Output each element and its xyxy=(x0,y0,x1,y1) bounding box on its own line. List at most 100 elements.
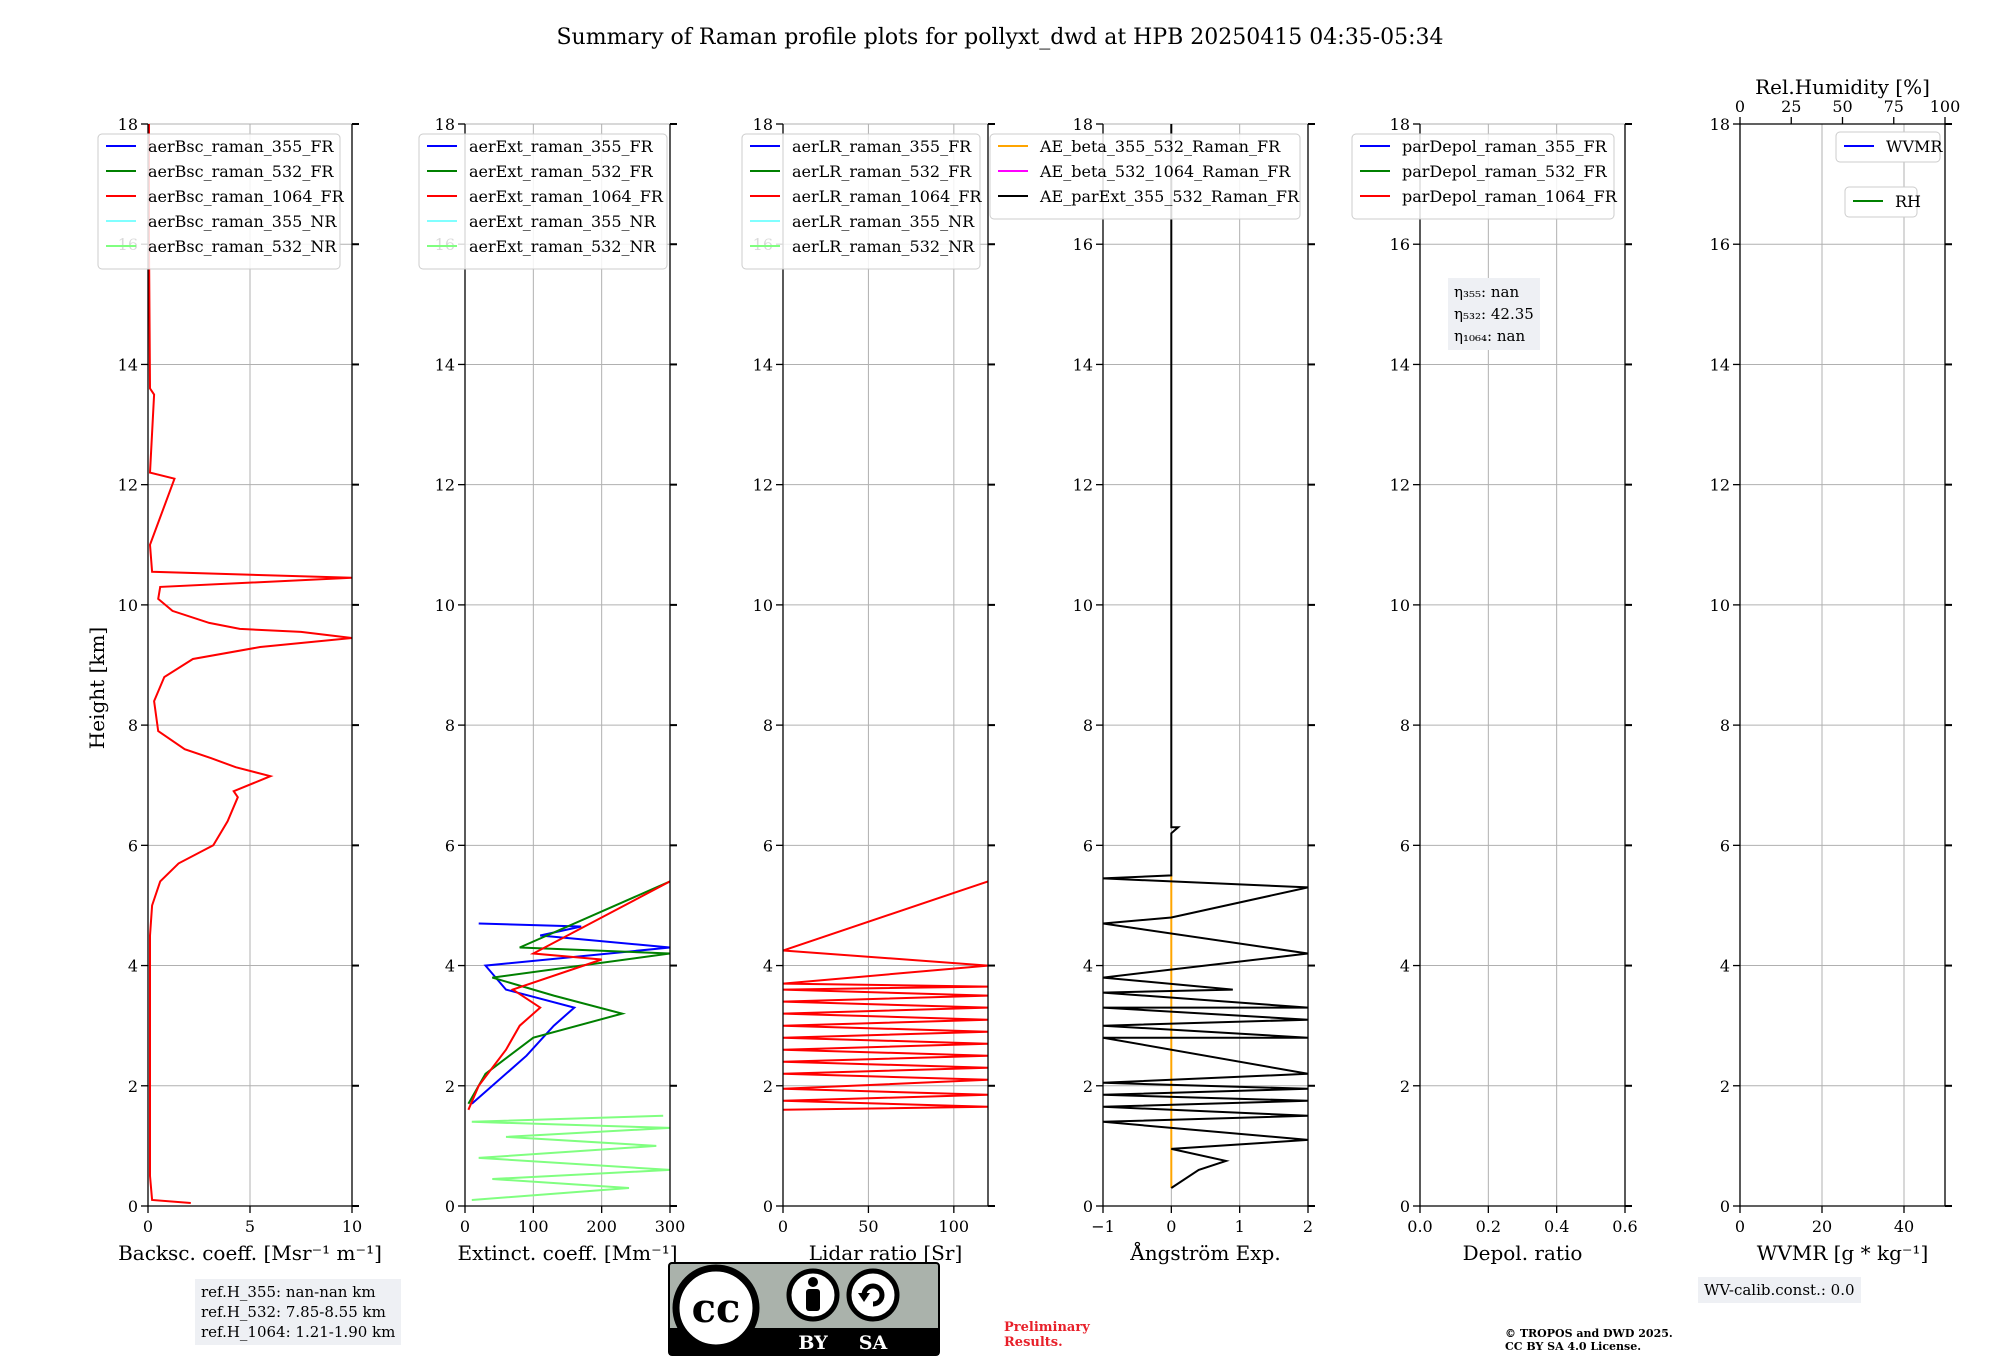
chart-panel-3: 024681012141618050100Lidar ratio [Sr]aer… xyxy=(741,115,995,1265)
copyright-note: © TROPOS and DWD 2025. CC BY SA 4.0 Lice… xyxy=(1505,1327,1673,1353)
y-tick-label: 8 xyxy=(1400,716,1410,735)
x-axis-title: Depol. ratio xyxy=(1463,1241,1583,1265)
top-x-axis-title: Rel.Humidity [%] xyxy=(1755,75,1930,99)
legend: parDepol_raman_355_FR parDepol_raman_532_… xyxy=(1351,133,1618,220)
x-tick-label: 0 xyxy=(143,1217,153,1236)
preliminary-line1: Preliminary xyxy=(1004,1320,1090,1335)
legend-entry: parDepol_raman_1064_FR xyxy=(1402,187,1618,206)
cc-icon-text: cc xyxy=(692,1285,741,1332)
sa-icon xyxy=(846,1268,900,1322)
y-tick-label: 14 xyxy=(1390,355,1410,374)
top-x-tick-label: 75 xyxy=(1884,97,1904,116)
legend-frame-wvmr xyxy=(1835,131,1941,163)
y-tick-label: 14 xyxy=(1073,355,1093,374)
x-axis-title: Extinct. coeff. [Mm⁻¹] xyxy=(457,1241,677,1265)
y-tick-label: 0 xyxy=(1720,1197,1730,1216)
chart-panel-2: 0246810121416180100200300Extinct. coeff.… xyxy=(418,115,686,1265)
top-x-tick-label: 0 xyxy=(1735,97,1745,116)
ref-height-1064: ref.H_1064: 1.21-1.90 km xyxy=(201,1323,396,1341)
x-tick-label: 1 xyxy=(1235,1217,1245,1236)
x-tick-label: 40 xyxy=(1894,1217,1914,1236)
x-tick-label: 0.6 xyxy=(1612,1217,1637,1236)
legend-frame xyxy=(97,133,341,270)
eta-532-label: η₅₃₂: xyxy=(1454,305,1491,323)
wv-calibration-box: WV-calib.const.: 0.0 xyxy=(1698,1277,1861,1303)
y-tick-label: 6 xyxy=(1400,836,1410,855)
y-tick-label: 16 xyxy=(1390,235,1410,254)
series-line-aerLR_raman_1064_FR xyxy=(783,880,988,1111)
y-tick-label: 2 xyxy=(1720,1077,1730,1096)
y-tick-label: 8 xyxy=(128,716,138,735)
legend-entry: aerExt_raman_355_FR xyxy=(469,137,654,156)
legend: AE_beta_355_532_Raman_FR AE_beta_532_1064… xyxy=(989,133,1301,220)
y-tick-label: 14 xyxy=(118,355,138,374)
x-tick-label: 0.0 xyxy=(1407,1217,1432,1236)
preliminary-results-note: Preliminary Results. xyxy=(1004,1320,1090,1350)
x-tick-label: 50 xyxy=(858,1217,878,1236)
eta-532-value: 42.35 xyxy=(1490,305,1534,323)
x-tick-label: 0 xyxy=(778,1217,788,1236)
x-tick-label: 20 xyxy=(1812,1217,1832,1236)
eta-annotation-box: η₃₅₅: nan η₅₃₂: 42.35 η₁₀₆₄: nan xyxy=(1448,278,1540,350)
copyright-line2: CC BY SA 4.0 License. xyxy=(1505,1340,1642,1353)
y-tick-label: 14 xyxy=(1710,355,1730,374)
eta-1064-value: nan xyxy=(1496,327,1526,345)
chart-panel-5: 0 2 4 6 8 10 12 14 16 18 0.0 0.2 0.4 0.6 Depol. ratio p… xyxy=(1351,115,1638,1265)
legend-entry: aerExt_raman_1064_FR xyxy=(469,187,664,206)
preliminary-line2: Results. xyxy=(1004,1335,1063,1350)
ref-height-532: ref.H_532: 7.85-8.55 km xyxy=(201,1303,386,1321)
y-tick-label: 2 xyxy=(128,1077,138,1096)
y-tick-label: 12 xyxy=(753,476,773,495)
y-tick-label: 8 xyxy=(445,716,455,735)
x-axis-title: Lidar ratio [Sr] xyxy=(809,1241,963,1265)
legend: aerExt_raman_355_FR aerExt_raman_532_FRae… xyxy=(418,133,668,270)
x-tick-label: 300 xyxy=(655,1217,686,1236)
ref-height-355: ref.H_355: nan-nan km xyxy=(201,1283,376,1301)
legend-entry: parDepol_raman_532_FR xyxy=(1402,162,1608,181)
legend-entry: aerBsc_raman_355_NR xyxy=(148,212,337,231)
y-tick-label: 18 xyxy=(1073,115,1093,134)
legend-entry: aerExt_raman_532_FR xyxy=(469,162,654,181)
legend-entry: aerLR_raman_532_FR xyxy=(792,162,972,181)
x-axis-title: Backsc. coeff. [Msr⁻¹ m⁻¹] xyxy=(118,1241,382,1265)
by-label: BY xyxy=(798,1332,828,1354)
legend-frame xyxy=(989,133,1301,220)
y-tick-label: 12 xyxy=(118,476,138,495)
legend-entry: aerLR_raman_355_FR xyxy=(792,137,972,156)
y-tick-label: 4 xyxy=(1720,957,1730,976)
series-line-aerExt_raman_532_NR xyxy=(471,1114,670,1201)
y-tick-label: 8 xyxy=(1083,716,1093,735)
series-line-aerBsc_raman_1064_FR xyxy=(148,124,352,1204)
y-tick-label: 10 xyxy=(1073,596,1093,615)
y-tick-label: 0 xyxy=(1400,1197,1410,1216)
y-tick-label: 6 xyxy=(128,836,138,855)
eta-355-label: η₃₅₅: xyxy=(1454,283,1491,301)
figure-title: Summary of Raman profile plots for polly… xyxy=(556,25,1443,50)
reference-height-box: ref.H_355: nan-nan km ref.H_532: 7.85-8.… xyxy=(195,1279,402,1345)
legend-entry: aerBsc_raman_532_FR xyxy=(148,162,334,181)
top-x-tick-label: 100 xyxy=(1930,97,1961,116)
y-tick-label: 10 xyxy=(435,596,455,615)
x-tick-label: 0 xyxy=(1166,1217,1176,1236)
legend-entry: aerLR_raman_532_NR xyxy=(792,237,975,256)
x-axis-title: Ångström Exp. xyxy=(1129,1240,1280,1265)
y-tick-label: 12 xyxy=(435,476,455,495)
x-tick-label: 0 xyxy=(460,1217,470,1236)
y-tick-label: 18 xyxy=(435,115,455,134)
eta-532-row: η₅₃₂: 42.35 xyxy=(1454,303,1534,325)
y-tick-label: 4 xyxy=(1400,957,1410,976)
legend-entry: aerBsc_raman_1064_FR xyxy=(148,187,345,206)
top-x-tick-label: 50 xyxy=(1832,97,1852,116)
series-line-aerExt_raman_355_FR xyxy=(471,922,670,1105)
legend: aerBsc_raman_355_FR aerBsc_raman_532_FRae… xyxy=(97,133,345,270)
series-line-aerExt_raman_532_FR xyxy=(467,880,670,1105)
y-tick-label: 6 xyxy=(445,836,455,855)
chart-panel-1: 0246810121416180510Backsc. coeff. [Msr⁻¹… xyxy=(97,115,382,1265)
legend-frame xyxy=(418,133,668,270)
y-tick-label: 10 xyxy=(1390,596,1410,615)
legend-entry: WVMR xyxy=(1886,137,1943,156)
y-tick-label: 6 xyxy=(1720,836,1730,855)
x-tick-label: 0.2 xyxy=(1476,1217,1501,1236)
